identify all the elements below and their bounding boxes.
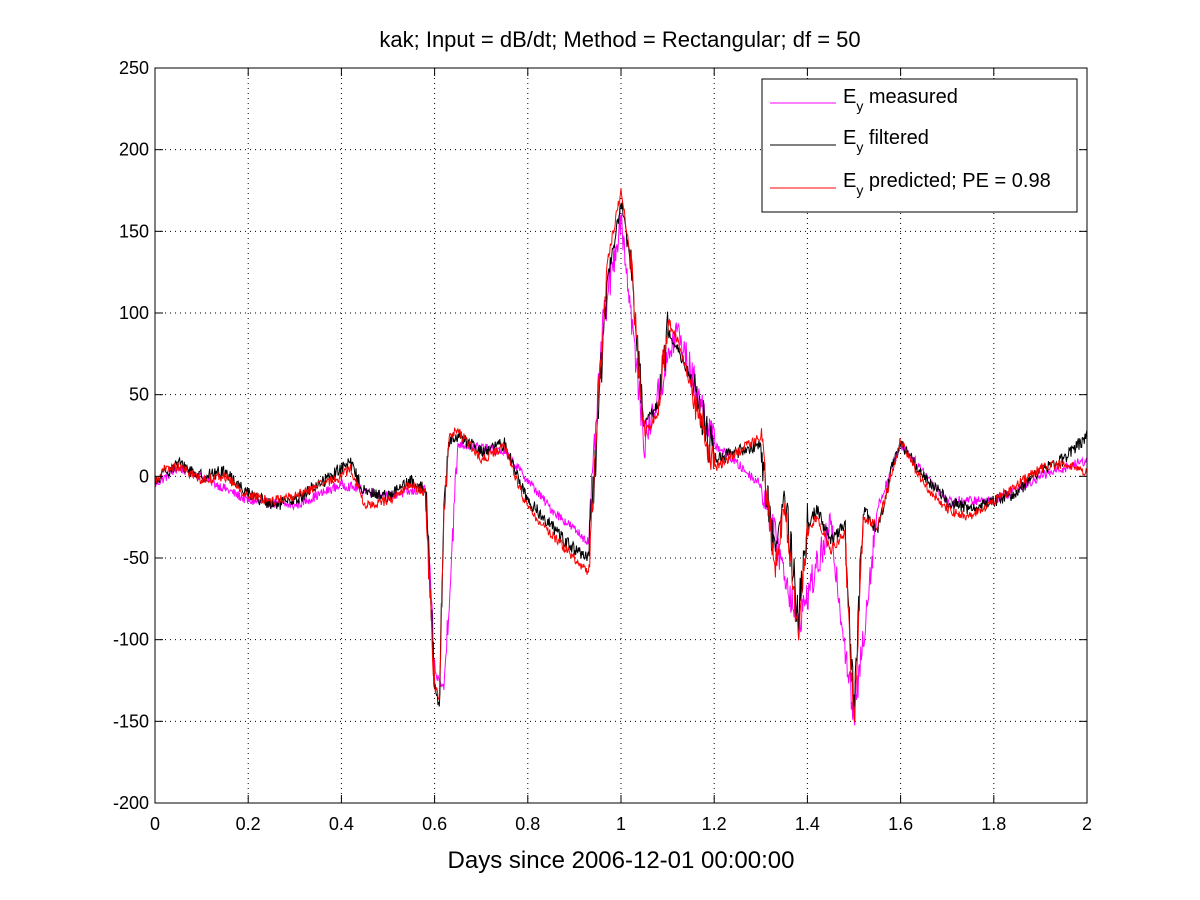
x-tick-label: 1.6 xyxy=(888,814,913,834)
x-tick-label: 1.8 xyxy=(981,814,1006,834)
grid-lines xyxy=(155,68,1087,803)
y-tick-label: 100 xyxy=(119,303,149,323)
legend-predicted-main: E xyxy=(843,170,856,192)
series-line-predicted xyxy=(155,188,1087,723)
x-tick-label: 0.2 xyxy=(236,814,261,834)
chart-title: kak; Input = dB/dt; Method = Rectangular… xyxy=(379,27,860,52)
legend-label-measured: Ey measured xyxy=(843,86,958,114)
legend: Ey measured Ey filtered Ey predicted; PE… xyxy=(761,78,1078,213)
y-tick-label: -150 xyxy=(113,711,149,731)
y-tick-label: -50 xyxy=(123,548,149,568)
legend-predicted-sub: y xyxy=(856,182,863,198)
x-tick-label: 1.2 xyxy=(702,814,727,834)
series-line-measured xyxy=(155,206,1087,726)
legend-filtered-main: E xyxy=(843,127,856,149)
y-tick-label: -100 xyxy=(113,630,149,650)
x-tick-label: 0 xyxy=(150,814,160,834)
plot-area xyxy=(155,188,1087,726)
axis-ticks: 0 0.2 0.4 0.6 0.8 1 1.2 1.4 1.6 1.8 2 250 200 150 100 5… xyxy=(113,58,1092,834)
y-tick-label: 250 xyxy=(119,58,149,78)
legend-measured-rest: measured xyxy=(863,86,958,108)
y-tick-label: 150 xyxy=(119,221,149,241)
x-tick-label: 0.4 xyxy=(329,814,354,834)
y-tick-label: -200 xyxy=(113,793,149,813)
legend-filtered-rest: filtered xyxy=(863,127,929,149)
y-tick-label: 200 xyxy=(119,140,149,160)
series-layer xyxy=(155,188,1087,726)
legend-predicted-rest: predicted; PE = 0.98 xyxy=(863,170,1050,192)
x-tick-label: 0.6 xyxy=(422,814,447,834)
y-tick-label: 0 xyxy=(139,466,149,486)
legend-label-predicted: Ey predicted; PE = 0.98 xyxy=(843,170,1051,198)
legend-label-filtered: Ey filtered xyxy=(843,127,929,155)
legend-measured-sub: y xyxy=(856,98,863,114)
y-tick-label: 50 xyxy=(129,385,149,405)
legend-filtered-sub: y xyxy=(856,139,863,155)
x-tick-label: 1.4 xyxy=(795,814,820,834)
x-axis-label: Days since 2006-12-01 00:00:00 xyxy=(448,847,795,874)
x-tick-label: 0.8 xyxy=(515,814,540,834)
x-tick-label: 1 xyxy=(616,814,626,834)
legend-measured-main: E xyxy=(843,86,856,108)
x-tick-label: 2 xyxy=(1082,814,1092,834)
